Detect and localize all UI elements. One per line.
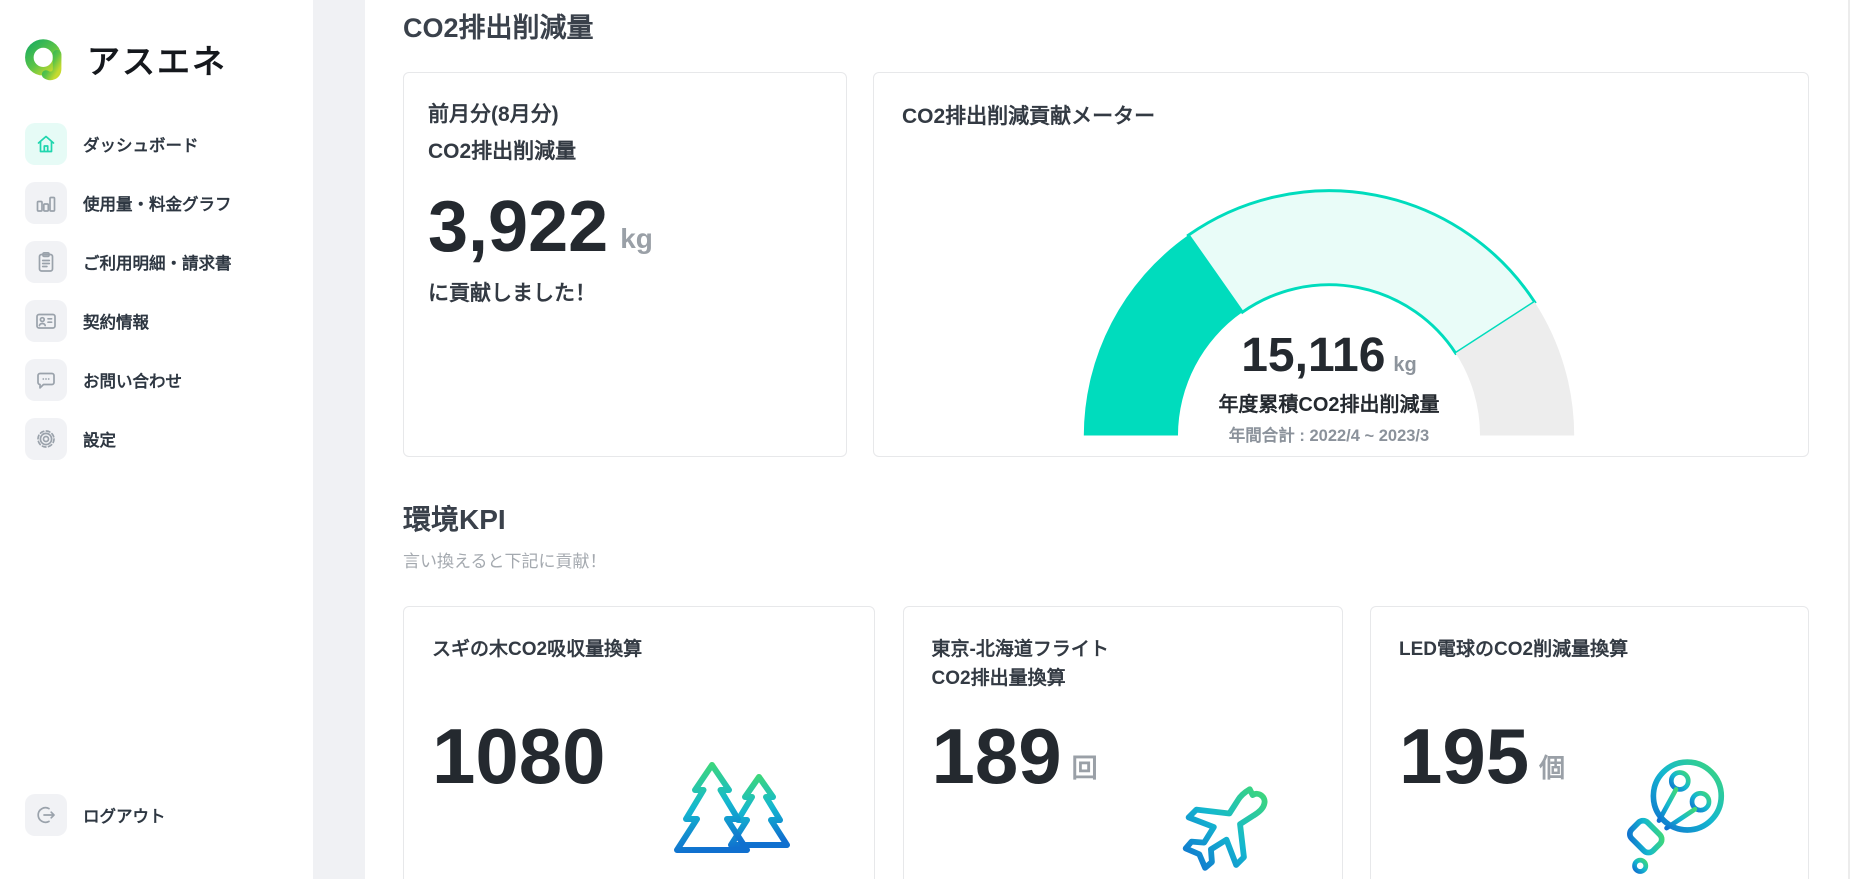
sidebar-item-label: ご利用明細・請求書 [83,255,232,273]
window-right-edge [1848,0,1850,879]
section-title-kpi: 環境KPI [403,504,506,535]
kpi-cedar-value: 1080 [432,712,606,800]
logo-text: アスエネ [87,43,227,80]
invoice-clipboard-icon [25,241,67,283]
sidebar-item-label: ダッシュボード [83,137,199,155]
meter-card-title: CO2排出削減貢献メーター [902,105,1156,128]
lightbulb-icon [1626,759,1725,874]
kpi-flight-value: 189 [931,712,1062,800]
monthly-caption: に貢献しました！ [428,281,596,305]
contribution-meter-card: CO2排出削減貢献メーター 15,116 kg [873,72,1809,457]
monthly-value-row: 3,922 kg [428,186,822,267]
sidebar-nav: ダッシュボード 使用量・料金グラフ ご利用明細・請求書 契約情報 [0,123,313,460]
sidebar-item-contact[interactable]: お問い合わせ [0,359,313,401]
co2-gauge: 15,116 kg 年度累積CO2排出削減量 年間合計 : 2022/4 ~ 2… [1074,180,1584,445]
gauge-unit: kg [1393,353,1417,376]
sidebar-item-label: 設定 [83,432,116,450]
logout-label: ログアウト [83,808,166,826]
monthly-card-title-line2: CO2排出削減量 [428,139,577,163]
trees-icon [674,762,790,876]
gear-icon [25,418,67,460]
home-icon [25,123,67,165]
sidebar-item-settings[interactable]: 設定 [0,418,313,460]
sidebar-item-contract[interactable]: 契約情報 [0,300,313,342]
logout-button[interactable]: ログアウト [0,794,166,836]
gauge-period: 年間合計 : 2022/4 ~ 2023/3 [1228,426,1430,445]
gauge-arc [1083,188,1575,436]
sidebar-item-invoice[interactable]: ご利用明細・請求書 [0,241,313,283]
kpi-card-led: LED電球のCO2削減量換算 195 個 [1370,606,1809,879]
kpi-card-flight: 東京-北海道フライト CO2排出量換算 189 回 [902,606,1343,879]
section-title-co2-reduction: CO2排出削減量 [403,13,594,43]
kpi-cedar-title-line1: スギの木CO2吸収量換算 [432,639,643,660]
gauge-label: 年度累積CO2排出削減量 [1218,393,1440,416]
monthly-unit: kg [620,222,653,254]
kpi-led-value: 195 [1399,712,1530,800]
main-content: CO2排出削減量 前月分(8月分) CO2排出削減量 3,922 kg に貢献し… [365,0,1850,879]
sidebar-content-divider [313,0,365,879]
airplane-icon [1182,786,1267,871]
sidebar-item-label: お問い合わせ [83,373,182,391]
sidebar: アスエネ ダッシュボード 使用量・料金グラフ ご利用明細・請求書 [0,0,313,879]
kpi-flight-title-line1: 東京-北海道フライト [931,639,1109,660]
gauge-value: 15,116 [1241,328,1386,382]
monthly-reduction-card: 前月分(8月分) CO2排出削減量 3,922 kg に貢献しました！ [403,72,847,457]
gauge-center-text: 15,116 kg 年度累積CO2排出削減量 年間合計 : 2022/4 ~ 2… [1074,328,1584,446]
bar-chart-icon [25,182,67,224]
sidebar-item-label: 使用量・料金グラフ [83,196,232,214]
kpi-cards-row: スギの木CO2吸収量換算 1080 [403,606,1809,879]
kpi-led-title-line1: LED電球のCO2削減量換算 [1399,639,1629,660]
chat-bubble-icon [25,359,67,401]
sidebar-item-usage-graph[interactable]: 使用量・料金グラフ [0,182,313,224]
monthly-value: 3,922 [428,186,609,267]
kpi-led-value-row: 195 個 [1399,712,1780,800]
asuene-logo-mark [25,39,62,81]
kpi-flight-unit: 回 [1071,753,1098,784]
kpi-card-cedar: スギの木CO2吸収量換算 1080 [403,606,875,879]
top-cards-row: 前月分(8月分) CO2排出削減量 3,922 kg に貢献しました！ CO2排… [403,72,1809,457]
sidebar-item-label: 契約情報 [83,314,149,332]
kpi-flight-value-row: 189 回 [931,712,1314,800]
kpi-flight-title-line2: CO2排出量換算 [931,668,1066,690]
logo[interactable]: アスエネ [0,33,313,85]
kpi-cedar-value-row: 1080 [432,712,846,800]
sidebar-item-dashboard[interactable]: ダッシュボード [0,123,313,165]
id-card-icon [25,300,67,342]
section-subtitle-kpi: 言い換えると下記に貢献！ [403,552,607,571]
monthly-card-title-line1: 前月分(8月分) [428,103,559,126]
kpi-led-unit: 個 [1539,753,1566,784]
logout-icon [25,794,67,836]
